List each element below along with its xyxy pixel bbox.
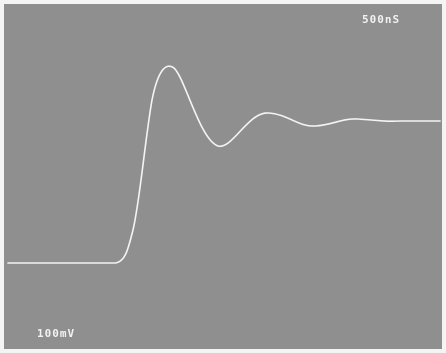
oscilloscope-screen: 500nS 100mV [0,0,446,353]
timebase-label: 500nS [362,13,400,26]
voltage-scale-label: 100mV [37,327,75,340]
screen-background [4,4,442,349]
